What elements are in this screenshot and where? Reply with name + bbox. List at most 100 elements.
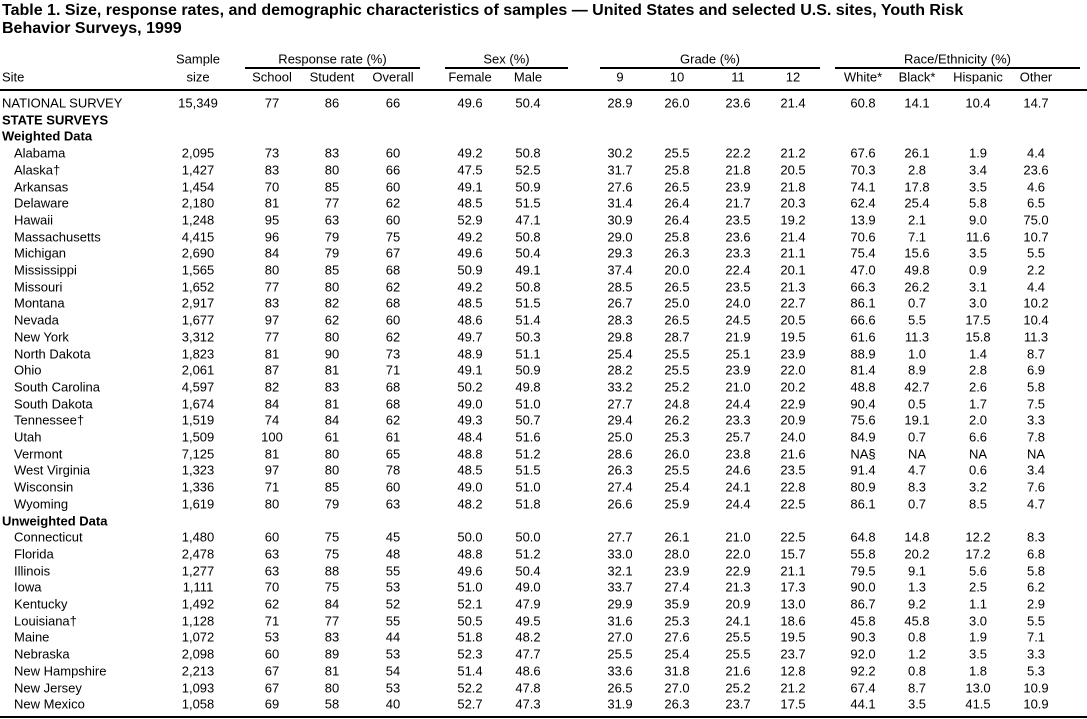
cell: 65 [385,446,401,462]
cell: 25.0 [664,295,690,311]
cell: 49.0 [515,579,541,595]
section-label: Weighted Data [2,128,93,144]
cell: 37.4 [607,262,633,278]
cell: 6.6 [968,429,988,445]
cell: 28.7 [664,329,690,345]
cell: 80 [324,680,340,695]
cell: 47.1 [515,212,541,228]
cell: 49.0 [457,479,483,495]
group-header: Race/Ethnicity (%) [904,51,1011,67]
cell: 52.5 [515,162,541,178]
cell: 25.2 [664,379,690,395]
cell: 87 [264,362,280,378]
cell: 84 [264,396,280,412]
cell: 92.0 [850,646,876,662]
cell: 6.9 [1026,362,1046,378]
cell: 81 [264,446,280,462]
cell: 79 [324,245,340,261]
cell: 52.2 [457,680,483,695]
cell: 4,597 [181,379,215,395]
cell: 5.8 [1026,379,1046,395]
cell: 28.9 [607,95,633,111]
group-header: Response rate (%) [278,51,387,67]
cell: 62.4 [850,195,876,211]
cell: 29.9 [607,596,633,612]
cell: 86.7 [850,596,876,612]
cell: 2,095 [181,145,215,161]
cell: 50.4 [515,563,541,579]
site-name: Florida [14,546,54,562]
cell: 1,111 [182,579,214,595]
cell: 29.8 [607,329,633,345]
cell: 51.2 [515,446,541,462]
cell: 1,072 [181,629,215,645]
cell: 2.0 [968,412,988,428]
cell: 3,312 [181,329,215,345]
cell: 70.6 [850,229,876,245]
cell: 75.0 [1023,212,1049,228]
cell: 24.8 [664,396,690,412]
cell: 48.5 [457,295,483,311]
cell: 6.8 [1026,546,1046,562]
column-header: Black* [898,69,936,85]
cell: 3.4 [968,162,988,178]
cell: 0.8 [907,663,927,679]
cell: 53 [264,629,280,645]
cell: 75.6 [850,412,876,428]
cell: 67 [264,663,280,679]
group-header: Grade (%) [680,51,740,67]
cell: 47.7 [515,646,541,662]
site-name: Louisiana† [14,613,77,629]
cell: 31.6 [607,613,633,629]
cell: 26.4 [664,195,690,211]
cell: 3.3 [1026,646,1046,662]
cell: 25.4 [607,346,633,361]
cell: 49.5 [515,613,541,629]
cell: 22.7 [780,295,806,311]
cell: 4.7 [1026,496,1046,512]
cell: 80 [324,279,340,295]
site-name: Missouri [14,279,63,295]
cell: 97 [264,462,280,478]
cell: 80 [324,329,340,345]
cell: 60 [385,212,401,228]
column-header: 10 [669,69,685,85]
cell: 25.5 [725,646,751,662]
cell: 68 [385,396,401,412]
cell: 15.7 [780,546,806,562]
cell: 63 [264,563,280,579]
cell: 77 [264,279,280,295]
cell: 61 [385,429,401,445]
cell: 60 [385,312,401,328]
cell: 21.2 [780,680,806,695]
cell: 47.8 [515,680,541,695]
cell: 9.1 [907,563,927,579]
cell: 29.0 [607,229,633,245]
header-rule [0,89,1087,91]
cell: 3.5 [968,245,988,261]
cell: 31.9 [607,696,633,712]
cell: 54 [385,663,401,679]
cell: 61 [324,429,340,445]
cell: 50.2 [457,379,483,395]
site-name: Alabama [14,145,66,161]
cell: 85 [324,479,340,495]
cell: 0.8 [907,629,927,645]
cell: 49.8 [904,262,930,278]
cell: 80 [264,496,280,512]
cell: 83 [324,145,340,161]
cell: 40 [385,696,401,712]
cell: 8.9 [907,362,927,378]
cell: 30.2 [607,145,633,161]
cell: 60 [264,646,280,662]
cell: 23.7 [725,696,751,712]
cell: 0.7 [907,429,927,445]
cell: 53 [385,579,401,595]
cell: 22.4 [725,262,751,278]
cell: 81 [264,346,280,361]
cell: 25.3 [664,613,690,629]
cell: 49.2 [457,229,483,245]
cell: 22.9 [780,396,806,412]
cell: 51.5 [515,295,541,311]
